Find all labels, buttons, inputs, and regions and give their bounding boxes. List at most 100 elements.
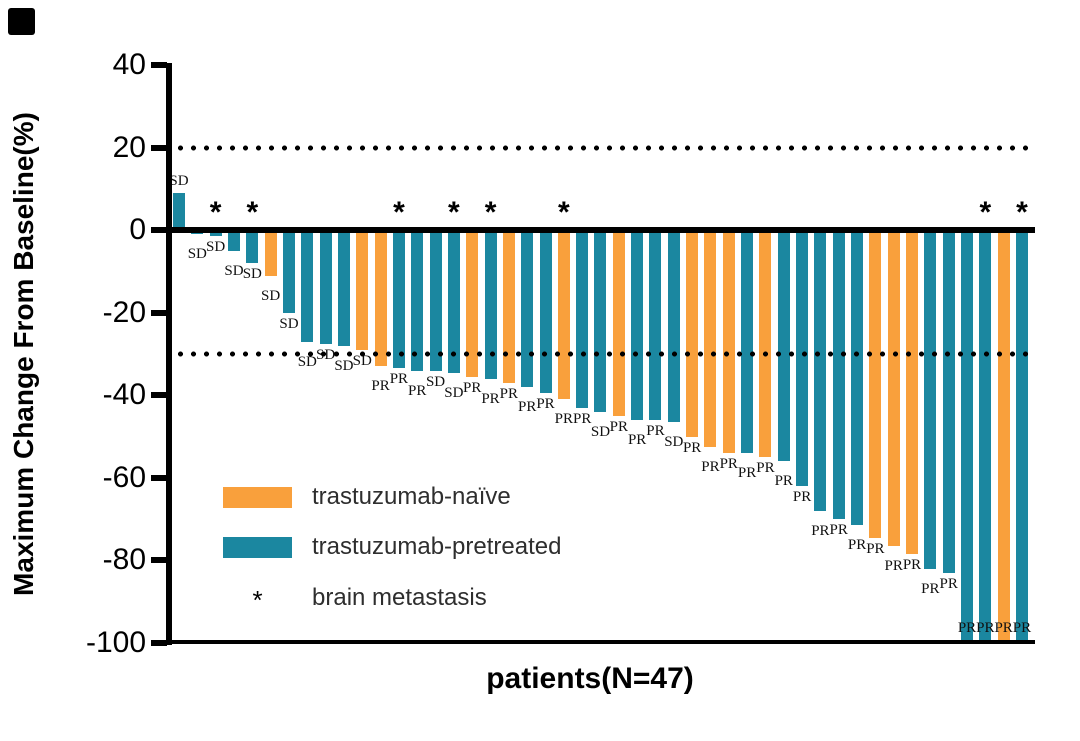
y-tick-label: -40 [102,378,146,412]
bar-patient-25 [612,230,625,416]
bar-patient-44 [961,230,974,643]
bar-patient-26 [631,230,644,421]
response-label-patient-7: SD [279,315,299,332]
response-label-patient-37: PR [829,522,848,539]
response-label-patient-20: PR [518,399,537,416]
response-label-patient-21: PR [536,396,555,413]
y-tick-mark [151,309,167,316]
response-label-patient-31: PR [719,456,738,473]
threshold-dotted-line-20 [174,144,1035,151]
bar-patient-3 [209,230,222,237]
brain-metastasis-asterisk-patient-45: * [979,196,992,229]
bar-patient-27 [649,230,662,421]
brain-metastasis-asterisk-patient-3: * [209,196,222,229]
response-label-patient-13: PR [389,371,409,388]
response-label-patient-27: PR [646,423,665,440]
bar-patient-5 [246,230,259,264]
response-label-patient-16: SD [444,384,464,401]
zero-baseline [166,227,1035,233]
corner-mark [8,8,35,35]
response-label-patient-26: PR [627,432,647,449]
response-label-patient-35: PR [792,489,812,506]
bar-patient-19 [502,230,515,383]
bar-patient-15 [429,230,442,371]
response-label-patient-32: PR [737,465,757,482]
bar-patient-7 [282,230,295,313]
y-tick-label: -100 [85,626,146,659]
bar-patient-6 [264,230,277,276]
response-label-patient-11: SD [352,352,372,369]
bar-patient-36 [814,230,827,511]
bar-patient-13 [392,230,405,369]
response-label-patient-28: SD [664,434,684,451]
bar-patient-34 [777,230,790,462]
response-label-patient-19: PR [499,385,519,402]
bar-patient-35 [796,230,809,487]
response-label-patient-36: PR [811,522,830,539]
response-label-patient-33: PR [756,460,775,477]
y-tick-label: 20 [112,130,146,164]
response-label-patient-23: PR [572,410,592,427]
bar-patient-16 [447,230,460,373]
response-label-patient-22: PR [554,411,574,428]
response-label-patient-40: PR [884,557,903,574]
response-label-patient-42: PR [921,580,940,597]
bar-patient-40 [887,230,900,546]
response-label-patient-34: PR [774,473,793,490]
response-label-patient-18: PR [481,390,500,407]
response-label-patient-1: SD [169,172,189,189]
bar-patient-23 [576,230,589,408]
bar-patient-12 [374,230,387,367]
bar-patient-1 [173,192,185,231]
bar-patient-47 [1015,230,1028,643]
brain-metastasis-asterisk-patient-22: * [558,196,570,229]
bar-patient-30 [704,230,717,447]
y-tick-label: -20 [102,295,146,329]
response-label-patient-24: SD [590,423,611,440]
response-label-patient-39: PR [866,540,885,557]
x-axis-title: patients(N=47) [486,662,694,695]
legend-swatch-pretreated [223,537,292,558]
response-label-patient-2: SD [187,246,207,263]
brain-metastasis-asterisk-patient-13: * [393,196,405,229]
legend-label-pretreated: trastuzumab-pretreated [312,533,562,560]
y-tick-mark [151,227,167,234]
bar-patient-8 [301,230,314,342]
response-label-patient-44: PR [957,620,977,636]
bar-patient-9 [319,230,332,344]
response-label-patient-6: SD [261,287,281,304]
response-label-patient-38: PR [847,537,867,554]
response-label-patient-46: PR [994,620,1013,636]
y-tick-label: -80 [102,543,146,577]
bar-patient-21 [539,230,552,394]
brain-metastasis-asterisk-patient-18: * [484,196,497,229]
y-axis-line [166,63,172,645]
response-label-patient-17: PR [463,379,482,396]
legend-label-brain-metastasis: brain metastasis [312,584,487,611]
brain-metastasis-asterisk-patient-16: * [448,196,460,229]
response-label-patient-14: PR [408,382,427,399]
response-label-patient-5: SD [242,266,262,283]
response-label-patient-41: PR [902,557,922,574]
bar-patient-17 [466,230,479,377]
brain-metastasis-asterisk-patient-47: * [1016,196,1028,229]
bar-patient-24 [594,230,607,412]
bar-patient-11 [356,230,369,350]
brain-metastasis-asterisk-patient-5: * [246,196,259,229]
bar-patient-20 [521,230,534,388]
response-label-patient-47: PR [1012,620,1032,636]
bar-patient-31 [722,230,735,454]
response-label-patient-43: PR [939,575,958,592]
y-tick-mark [151,557,167,564]
bar-patient-10 [337,230,350,346]
bar-patient-39 [869,230,882,538]
bar-patient-29 [686,230,699,437]
bar-patient-28 [667,230,680,423]
y-tick-label: 40 [112,48,146,81]
bar-patient-14 [411,230,424,371]
y-tick-mark [151,474,167,481]
bar-patient-33 [759,230,772,458]
response-label-patient-25: PR [609,418,628,435]
response-label-patient-30: PR [701,458,720,475]
